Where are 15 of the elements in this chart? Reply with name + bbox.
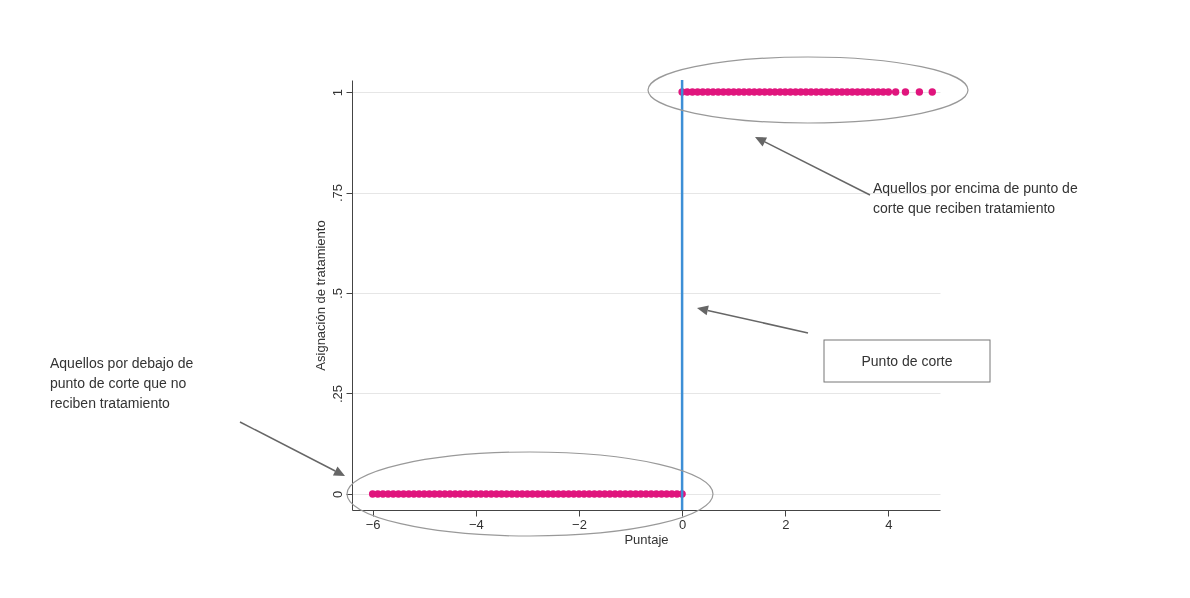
text: Aquellos por debajo de punto de corte que no reciben tratamiento — [50, 354, 195, 413]
x-tick-label: −2 — [572, 516, 587, 532]
x-tick-label: −4 — [468, 516, 484, 532]
x-tick-label: −6 — [365, 516, 381, 532]
y-tick-label: .5 — [329, 288, 345, 299]
x-tick-label: 2 — [782, 516, 790, 532]
y-tick-label: 0 — [329, 490, 345, 499]
x-axis-title: Puntaje — [624, 531, 669, 547]
x-tick-label: 0 — [678, 516, 687, 532]
y-tick-label: 1 — [329, 88, 345, 97]
y-tick-label: .75 — [329, 183, 345, 203]
y-tick-label: .25 — [329, 384, 345, 403]
y-axis-title: Asignación de tratamiento — [312, 220, 328, 371]
annotation: Aquellos por encima de punto de corte que reciben tratamiento — [873, 179, 1079, 218]
x-tick-label: 4 — [885, 516, 893, 532]
